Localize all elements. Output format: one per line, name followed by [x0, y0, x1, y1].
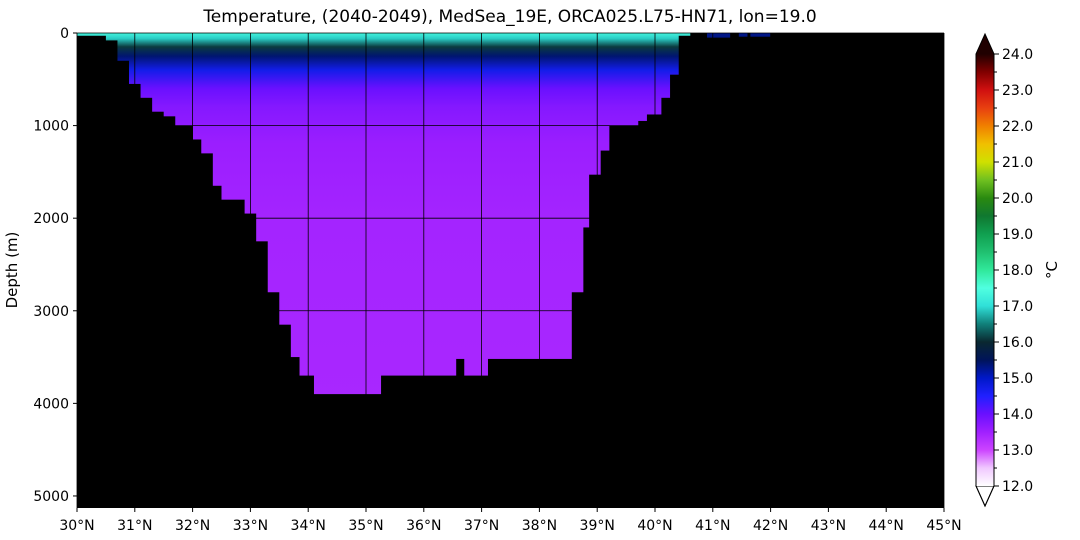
- water-column-5: [152, 33, 165, 112]
- x-tick-label: 31°N: [117, 518, 152, 534]
- x-tick-label: 38°N: [522, 518, 557, 534]
- colorbar-tick-label: 16.0: [1002, 335, 1033, 351]
- x-tick-label: 41°N: [695, 518, 730, 534]
- colorbar-tick-label: 23.0: [1002, 83, 1033, 99]
- colorbar-ticks: 12.0 13.0 14.0 15.0 16.0 17.0 18.0 19.0 20.0 21.0…: [994, 47, 1033, 495]
- colorbar-tick-label: 19.0: [1002, 227, 1033, 243]
- colorbar-label: °C: [1043, 261, 1061, 279]
- water-column-30: [660, 33, 671, 98]
- x-tick-label: 36°N: [406, 518, 441, 534]
- water-column-0: [77, 33, 107, 36]
- x-tick-label: 35°N: [348, 518, 383, 534]
- water-column-8: [192, 33, 202, 140]
- water-column-25: [588, 33, 601, 175]
- colorbar-tick-label: 12.0: [1002, 479, 1033, 495]
- water-column-14: [267, 33, 280, 293]
- water-column-16: [290, 33, 301, 358]
- y-tick-label: 4000: [33, 396, 69, 412]
- x-tick-label: 43°N: [811, 518, 846, 534]
- colorbar-tick-label: 14.0: [1002, 407, 1033, 423]
- x-tick-label: 42°N: [753, 518, 788, 534]
- water-column-29: [646, 33, 662, 115]
- water-column-26: [600, 33, 610, 151]
- water-column-18: [313, 33, 382, 395]
- colorbar-gradient: [976, 54, 994, 486]
- y-tick-label: 2000: [33, 211, 69, 227]
- water-column-27: [608, 33, 639, 126]
- colorbar-tick-label: 21.0: [1002, 155, 1033, 171]
- water-column-7: [175, 33, 194, 126]
- colorbar-extend-min: [975, 485, 995, 508]
- x-tick-label: 45°N: [926, 518, 961, 534]
- water-column-28: [637, 33, 647, 121]
- x-axis: 30°N 31°N 32°N 33°N 34°N 35°N 36°N 37°N 38°N 39°N…: [59, 508, 962, 534]
- surface-patch-1: [738, 33, 748, 37]
- water-column-20: [455, 33, 465, 359]
- x-tick-label: 40°N: [637, 518, 672, 534]
- water-column-10: [212, 33, 223, 186]
- water-column-22: [487, 33, 572, 359]
- water-column-21: [464, 33, 488, 376]
- water-column-1: [105, 33, 119, 41]
- y-tick-label: 1000: [33, 119, 69, 135]
- colorbar: 12.0 13.0 14.0 15.0 16.0 17.0 18.0 19.0 20.0 21.0…: [975, 32, 1061, 508]
- y-axis-label: Depth (m): [3, 232, 21, 309]
- x-tick-label: 34°N: [291, 518, 326, 534]
- water-column-11: [221, 33, 246, 200]
- grid-lines: [76, 32, 945, 508]
- colorbar-tick-label: 18.0: [1002, 263, 1033, 279]
- surface-patch-2: [750, 33, 771, 37]
- surface-patch-0: [707, 33, 731, 38]
- y-axis: 0 1000 2000 3000 4000 5000: [33, 26, 77, 505]
- water-column-9: [201, 33, 214, 154]
- water-column-13: [256, 33, 269, 242]
- water-column-32: [678, 33, 691, 36]
- x-tick-label: 32°N: [175, 518, 210, 534]
- water-column-24: [582, 33, 590, 228]
- x-tick-label: 33°N: [233, 518, 268, 534]
- water-column-31: [669, 33, 679, 75]
- colorbar-extend-max: [976, 34, 994, 54]
- x-tick-label: 37°N: [464, 518, 499, 534]
- y-tick-label: 0: [60, 26, 69, 42]
- x-tick-label: 44°N: [869, 518, 904, 534]
- water-column-19: [380, 33, 457, 376]
- water-column-17: [299, 33, 315, 376]
- water-column-2: [117, 33, 130, 61]
- water-column-23: [571, 33, 584, 293]
- colorbar-tick-label: 17.0: [1002, 299, 1033, 315]
- water-section: [77, 33, 771, 395]
- y-tick-label: 3000: [33, 304, 69, 320]
- water-column-15: [279, 33, 292, 325]
- chart-title: Temperature, (2040-2049), MedSea_19E, OR…: [202, 7, 816, 27]
- colorbar-tick-label: 13.0: [1002, 443, 1033, 459]
- colorbar-tick-label: 24.0: [1002, 47, 1033, 63]
- colorbar-tick-label: 20.0: [1002, 191, 1033, 207]
- x-tick-label: 39°N: [580, 518, 615, 534]
- colorbar-tick-label: 22.0: [1002, 119, 1033, 135]
- y-tick-label: 5000: [33, 489, 69, 505]
- x-tick-label: 30°N: [59, 518, 94, 534]
- water-column-6: [163, 33, 176, 117]
- colorbar-tick-label: 15.0: [1002, 371, 1033, 387]
- water-column-4: [140, 33, 153, 98]
